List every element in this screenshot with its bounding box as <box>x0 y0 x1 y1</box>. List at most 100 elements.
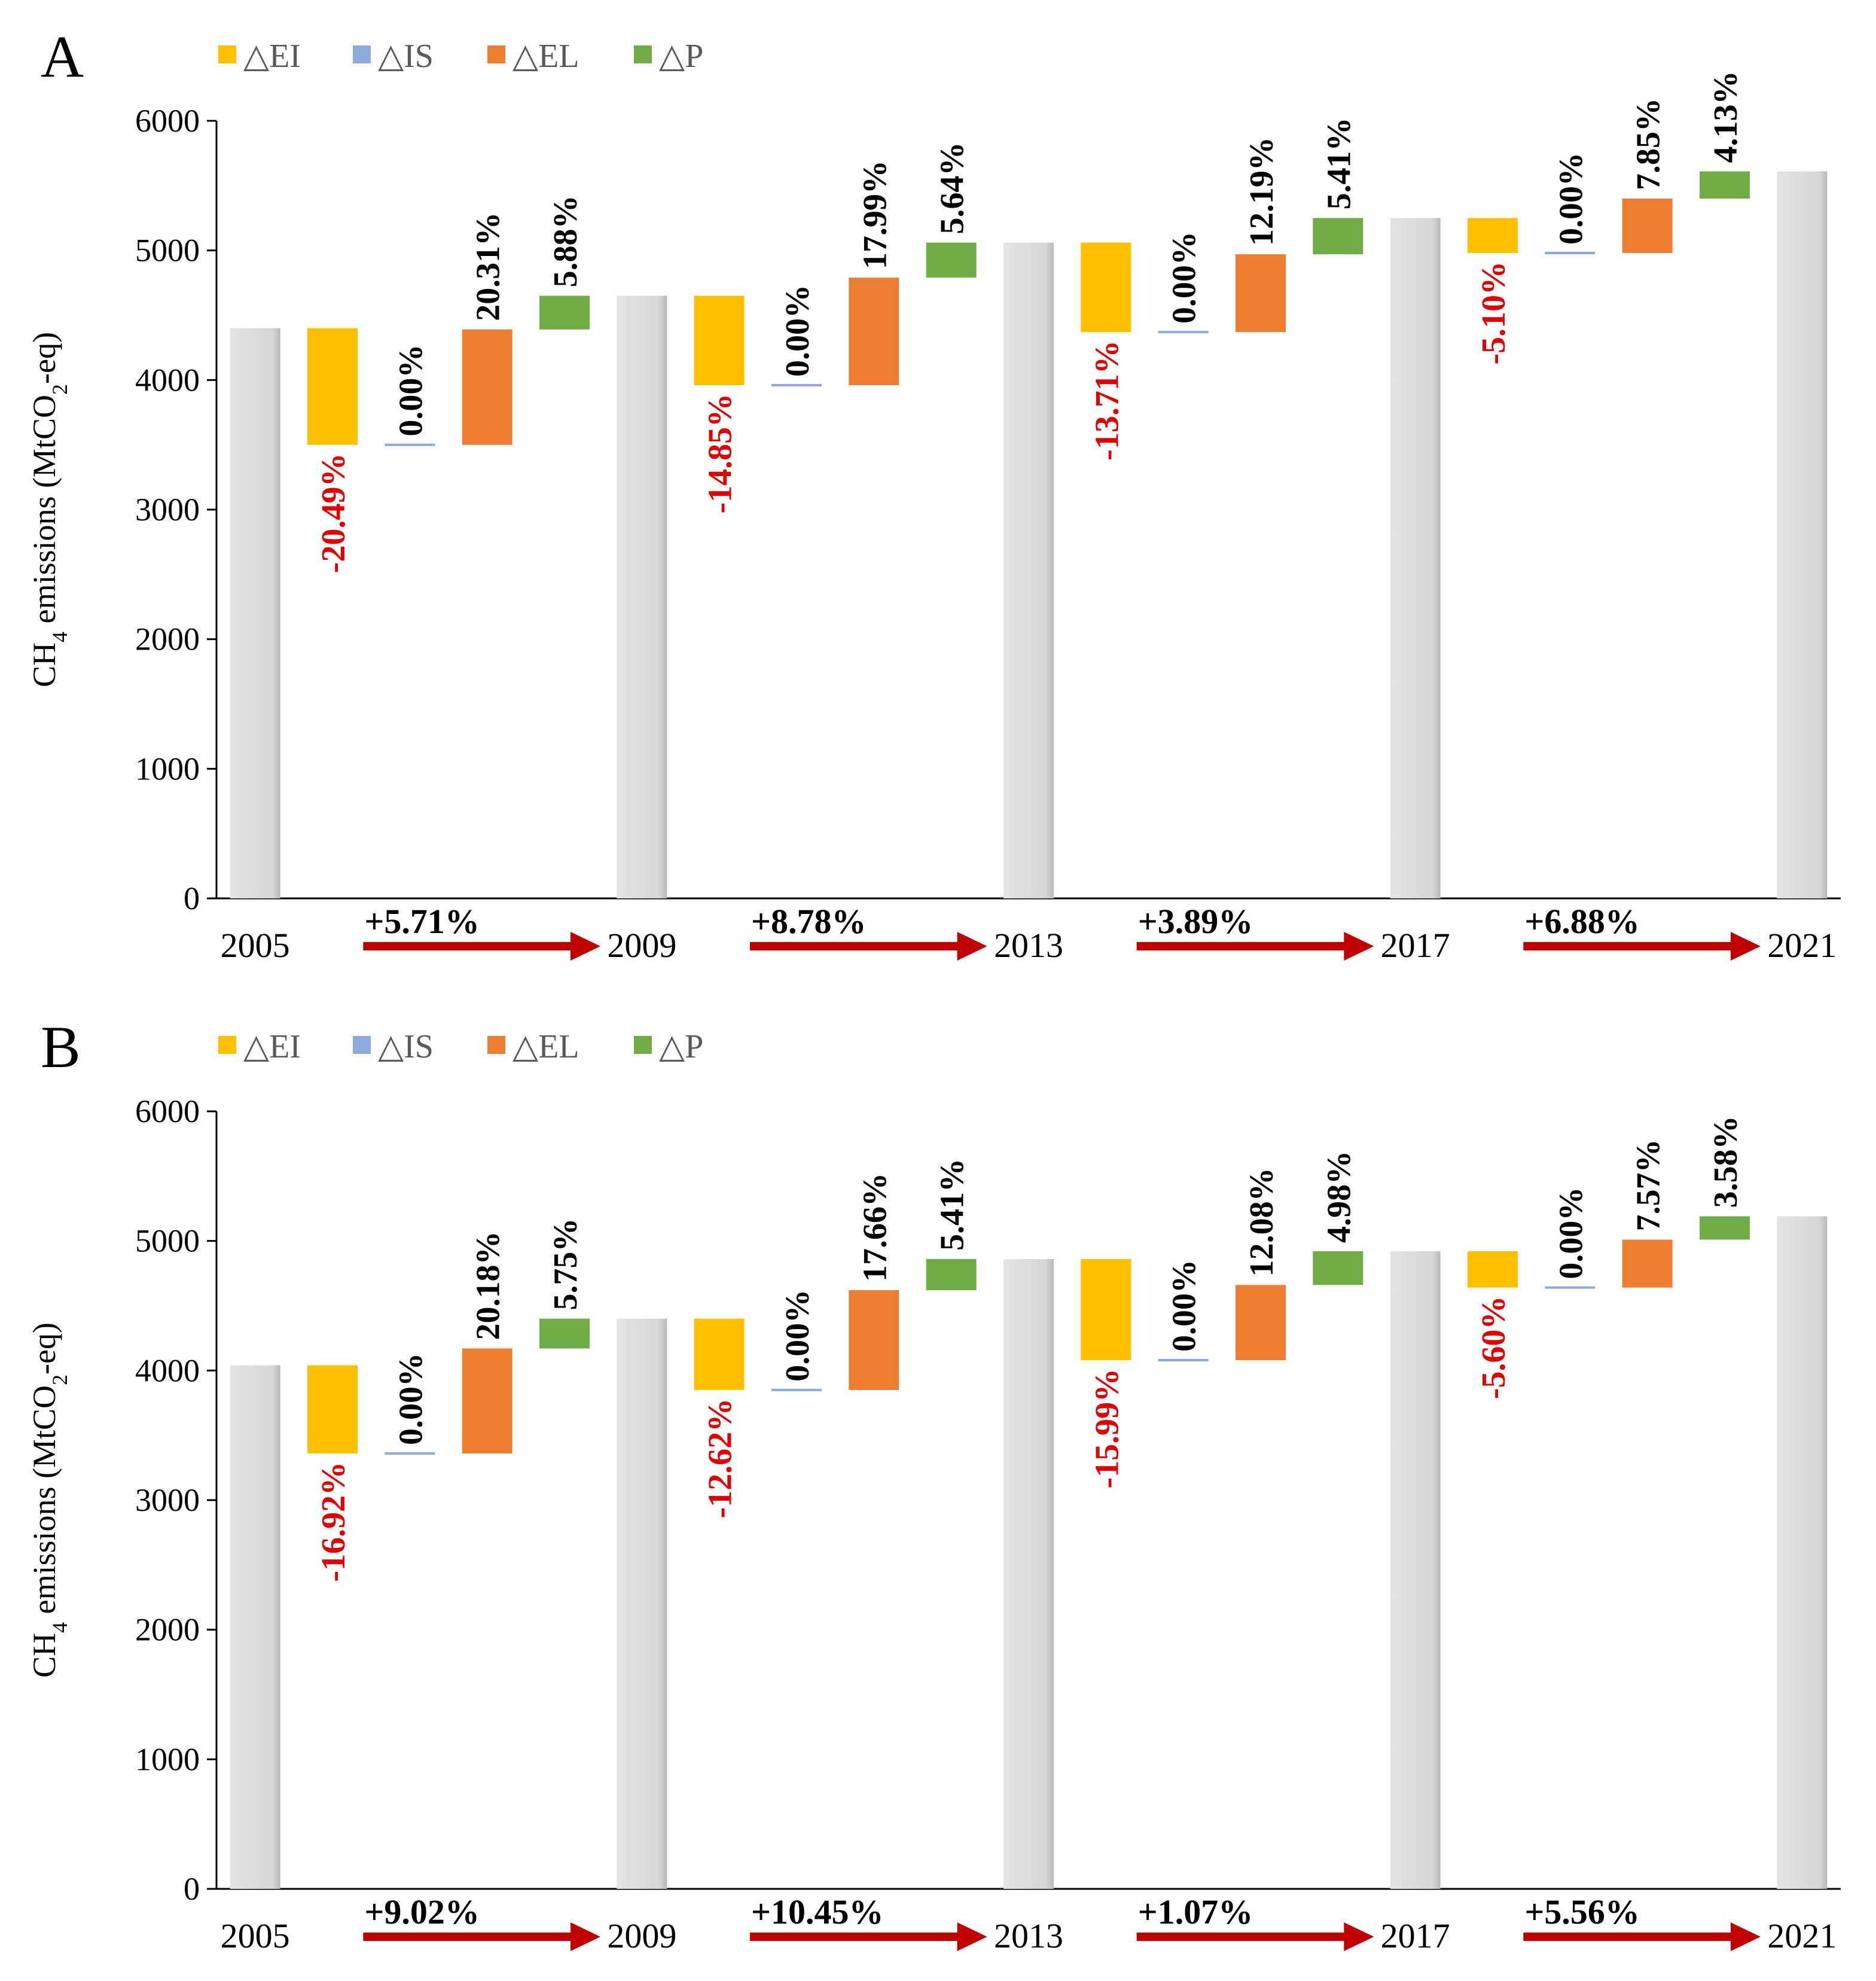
total-bar-2021 <box>1777 171 1828 898</box>
total-bar-2009 <box>617 295 667 898</box>
y-axis-title-part: -eq) <box>26 332 62 384</box>
x-year-label: 2021 <box>1767 1916 1837 1955</box>
x-year-label: 2005 <box>221 926 290 965</box>
total-bar-2021 <box>1777 1216 1828 1889</box>
y-tick-label: 2000 <box>135 621 200 657</box>
y-axis-title-part: emissions (MtCO <box>26 395 62 632</box>
x-year-label: 2021 <box>1767 926 1837 965</box>
legend-swatch <box>487 45 505 63</box>
effect-value-label: -5.60% <box>1475 1296 1512 1400</box>
effect-value-label: 7.85% <box>1630 98 1667 190</box>
growth-arrow-shaft <box>750 1933 961 1941</box>
growth-arrow-shaft <box>1523 1933 1734 1941</box>
y-tick-label: 5000 <box>135 233 200 269</box>
effect-value-label: 4.13% <box>1707 71 1744 163</box>
y-tick-label: 3000 <box>135 492 200 528</box>
effect-bar-delta-is <box>771 1388 822 1391</box>
x-year-label: 2017 <box>1381 1916 1450 1955</box>
y-tick-label: 4000 <box>135 362 200 398</box>
total-bar-2005 <box>230 328 280 898</box>
effect-bar-delta-is <box>385 1452 435 1455</box>
effect-value-label: -20.49% <box>315 453 352 574</box>
effect-bar-delta-el <box>1622 1239 1673 1288</box>
effect-value-label: -15.99% <box>1088 1369 1125 1489</box>
legend-swatch <box>634 1036 652 1054</box>
effect-bar-delta-ei <box>694 295 745 385</box>
effect-bar-delta-p <box>1313 218 1363 255</box>
y-axis-title-part: CH <box>26 1633 62 1678</box>
effect-value-label: 0.00% <box>1166 231 1203 324</box>
effect-value-label: 0.00% <box>779 1290 816 1382</box>
growth-arrow-shaft <box>1523 942 1734 950</box>
y-tick-label: 0 <box>184 1871 200 1907</box>
x-year-label: 2009 <box>607 1916 676 1955</box>
legend-swatch <box>353 45 371 63</box>
legend-swatch <box>218 1036 236 1054</box>
total-bar-2017 <box>1390 218 1441 898</box>
y-axis-title: CH4 emissions (MtCO2-eq) <box>26 1322 72 1678</box>
total-bar-2005 <box>230 1365 280 1889</box>
total-bar-2013 <box>1003 242 1054 899</box>
panel-a: A △EI △IS △EL △P0100020003000400050006000CH4… <box>26 23 1841 965</box>
effect-value-label: 7.57% <box>1630 1139 1667 1232</box>
effect-bar-delta-is <box>1158 331 1209 334</box>
panel-letter: A <box>41 23 84 90</box>
legend-label: △EL <box>513 1028 579 1065</box>
effect-value-label: 0.00% <box>1552 1187 1590 1279</box>
effect-bar-delta-ei <box>1468 218 1518 253</box>
effect-bar-delta-el <box>849 1290 899 1390</box>
y-axis-title-part: -eq) <box>26 1322 62 1374</box>
effect-bar-delta-el <box>462 329 513 445</box>
total-bar-2017 <box>1390 1251 1441 1889</box>
x-year-label: 2009 <box>607 926 676 965</box>
x-year-label: 2017 <box>1381 926 1450 965</box>
x-year-label: 2013 <box>994 1916 1063 1955</box>
growth-arrow-head <box>957 932 987 961</box>
growth-label: +1.07% <box>1138 1892 1253 1931</box>
growth-label: +5.56% <box>1524 1892 1640 1931</box>
growth-label: +3.89% <box>1138 902 1253 941</box>
effect-value-label: -5.10% <box>1475 261 1512 365</box>
legend-swatch <box>634 45 652 63</box>
effect-value-label: 17.99% <box>856 160 893 269</box>
y-axis-title-part: 2 <box>48 1374 72 1385</box>
growth-label: +5.71% <box>364 902 480 941</box>
effect-value-label: 5.64% <box>934 142 971 234</box>
effect-bar-delta-is <box>1545 1286 1596 1289</box>
y-axis-title-part: CH <box>26 642 62 687</box>
effect-bar-delta-p <box>926 242 977 278</box>
y-tick-label: 3000 <box>135 1482 200 1518</box>
growth-arrow-shaft <box>363 1933 574 1941</box>
effect-bar-delta-el <box>1236 1285 1286 1360</box>
panel-b: B △EI △IS △EL △P0100020003000400050006000CH4… <box>26 1014 1841 1955</box>
effect-bar-delta-p <box>539 295 590 330</box>
growth-arrow-shaft <box>1136 942 1348 950</box>
effect-value-label: 5.41% <box>1320 118 1358 210</box>
total-bar-2013 <box>1003 1259 1054 1889</box>
effect-bar-delta-ei <box>1081 1259 1131 1360</box>
y-axis-title-part: 2 <box>48 384 72 395</box>
effect-bar-delta-is <box>385 443 435 446</box>
y-tick-label: 1000 <box>135 1741 200 1777</box>
legend-label: △IS <box>378 38 434 75</box>
effect-bar-delta-is <box>1158 1359 1209 1361</box>
effect-bar-delta-p <box>926 1259 977 1290</box>
effect-value-label: 20.18% <box>470 1232 507 1340</box>
y-tick-label: 6000 <box>135 1093 200 1129</box>
effect-bar-delta-ei <box>1468 1251 1518 1288</box>
effect-value-label: 5.41% <box>934 1159 971 1251</box>
growth-arrow-head <box>1731 1922 1761 1951</box>
effect-bar-delta-el <box>1622 199 1673 253</box>
effect-bar-delta-el <box>849 278 899 385</box>
growth-label: +6.88% <box>1524 902 1640 941</box>
growth-arrow-head <box>571 1922 600 1951</box>
effect-value-label: 0.00% <box>1166 1260 1203 1352</box>
effect-bar-delta-ei <box>307 1365 358 1453</box>
effect-bar-delta-ei <box>694 1318 745 1390</box>
y-tick-label: 6000 <box>135 103 200 139</box>
effect-value-label: 3.58% <box>1707 1116 1744 1208</box>
effect-value-label: 0.00% <box>1552 153 1590 245</box>
growth-arrow-shaft <box>1136 1933 1348 1941</box>
growth-label: +9.02% <box>364 1892 480 1931</box>
x-year-label: 2005 <box>221 1916 290 1955</box>
